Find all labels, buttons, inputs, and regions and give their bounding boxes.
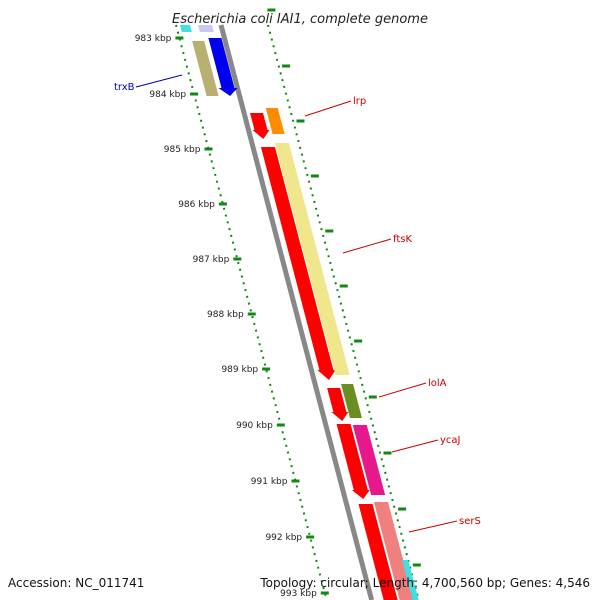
right-tick-rail (267, 24, 420, 600)
tick-label: 984 kbp (149, 90, 186, 100)
gene-arrow-trxB (208, 38, 238, 96)
gene-bar-lolA (341, 384, 362, 418)
gene-label-ftsK: ftsK (393, 234, 412, 245)
upstream-feature-block (192, 41, 219, 96)
cds-arrow-ycaJ (336, 424, 370, 499)
gene-label-trxB: trxB (114, 82, 135, 93)
leader-line-ycaJ (391, 439, 439, 453)
lavender-block (198, 25, 214, 32)
gene-bar-lrp (265, 108, 285, 134)
tick-layer (175, 8, 421, 595)
leader-line-serS (408, 520, 458, 533)
tick-label: 988 kbp (207, 310, 244, 320)
cyan-block-bottom (402, 560, 419, 600)
accession-text: Accession: NC_011741 (8, 576, 145, 590)
left-tick-rail (175, 24, 328, 600)
tick-label: 992 kbp (265, 533, 302, 543)
cds-arrow-serS (358, 504, 400, 600)
tick-label: 987 kbp (193, 255, 230, 265)
label-layer: 983 kbp 984 kbp 985 kbp 986 kbp 987 kbp 988 k… (114, 34, 481, 599)
tick-label: 985 kbp (164, 145, 201, 155)
leader-line-trxB (135, 74, 183, 88)
tick-label: 991 kbp (251, 477, 288, 487)
tick-label: 989 kbp (221, 365, 258, 375)
tick-label: 990 kbp (236, 421, 273, 431)
map-title: Escherichia coli IAI1, complete genome (172, 12, 428, 27)
gene-label-serS: serS (459, 516, 481, 527)
gene-bar-ftsK (274, 143, 350, 375)
strip-band (180, 25, 421, 600)
cyan-block-left (180, 25, 192, 32)
cds-arrow-ftsK (260, 147, 336, 380)
tick-label: 986 kbp (178, 200, 215, 210)
gene-label-ycaJ: ycaJ (440, 435, 461, 446)
leader-line-lolA (378, 382, 427, 398)
backbone-line (218, 24, 375, 600)
cds-arrow-lolA (327, 388, 349, 421)
gene-bar-serS (373, 502, 414, 600)
gene-label-lrp: lrp (353, 96, 366, 107)
leader-line-ftsK (342, 238, 392, 254)
feature-layer (180, 25, 419, 600)
topology-text: Topology: circular; Length: 4,700,560 bp… (260, 576, 590, 590)
cds-arrow-lrp (250, 113, 270, 139)
tick-label: 993 kbp (280, 589, 317, 599)
gene-label-lolA: lolA (428, 378, 447, 389)
gene-bar-ycaJ (352, 425, 386, 495)
tick-label: 983 kbp (135, 34, 172, 44)
leader-line-lrp (304, 100, 352, 117)
band-layer (175, 24, 421, 600)
